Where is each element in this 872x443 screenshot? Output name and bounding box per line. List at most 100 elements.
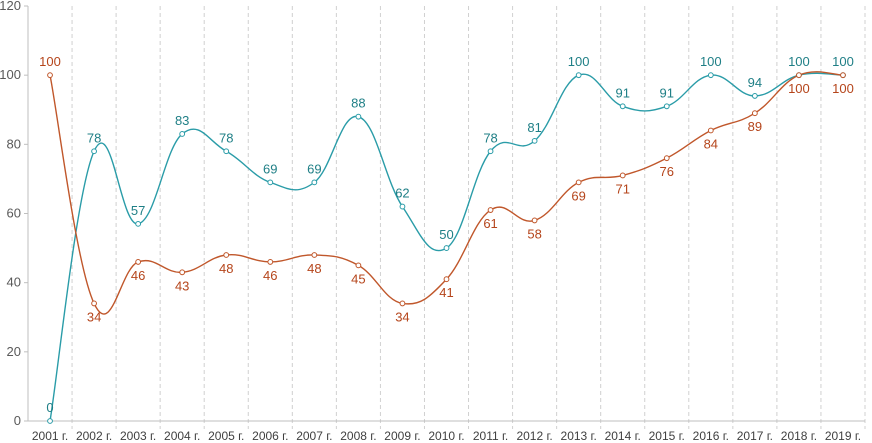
data-label: 89	[748, 119, 762, 134]
x-tick-label: 2019 г.	[825, 429, 861, 443]
x-tick-label: 2013 г.	[561, 429, 597, 443]
data-label: 48	[307, 261, 321, 276]
data-label: 69	[307, 161, 321, 176]
series-orange: 100 34 46 43 48 46 48 45 34 41 61 58 69 71 76 84 89 100 10…	[39, 54, 854, 324]
data-label: 34	[87, 309, 101, 324]
series-group: 0 78 57 83 78 69 69 88 62 50 78 81 100 91 91 100 94 100 10…	[39, 54, 854, 424]
x-tick-label: 2003 г.	[120, 429, 156, 443]
y-tick-label: 120	[0, 0, 21, 13]
data-label: 78	[87, 130, 101, 145]
data-label: 94	[748, 75, 762, 90]
data-label: 100	[568, 54, 590, 69]
data-point	[443, 245, 450, 251]
data-point	[223, 148, 230, 155]
data-label: 81	[527, 120, 541, 135]
data-point	[91, 148, 97, 155]
x-tick-label: 2006 г.	[252, 429, 288, 443]
data-point	[619, 172, 626, 179]
data-point	[619, 103, 626, 110]
data-label: 91	[615, 85, 629, 100]
data-point	[179, 131, 186, 137]
data-point	[47, 72, 53, 79]
x-tick-label: 2012 г.	[516, 429, 552, 443]
data-point	[91, 300, 97, 307]
data-label: 100	[832, 81, 854, 96]
data-point	[751, 93, 758, 99]
y-axis-ticks: 0 20 40 60 80 100 120	[0, 0, 28, 428]
data-label: 58	[527, 226, 541, 241]
x-tick-label: 2005 г.	[208, 429, 244, 443]
data-label: 91	[660, 85, 674, 100]
data-point	[311, 252, 318, 258]
x-tick-label: 2017 г.	[737, 429, 773, 443]
data-label: 76	[660, 164, 674, 179]
data-label: 69	[263, 161, 277, 176]
data-label: 84	[704, 137, 718, 152]
y-tick-label: 60	[7, 206, 21, 221]
data-label: 100	[788, 54, 810, 69]
data-label: 83	[175, 113, 189, 128]
data-label: 62	[395, 186, 409, 201]
data-label: 50	[439, 227, 453, 242]
x-tick-label: 2015 г.	[649, 429, 685, 443]
x-tick-label: 2008 г.	[340, 429, 376, 443]
data-point	[663, 155, 670, 162]
x-axis-ticks: 2001 г. 2002 г. 2003 г. 2004 г. 2005 г. 2006 …	[32, 429, 861, 443]
data-point	[796, 72, 802, 79]
x-tick-label: 2018 г.	[781, 429, 817, 443]
data-label: 100	[832, 54, 854, 69]
data-label: 88	[351, 96, 365, 111]
data-label: 41	[439, 285, 453, 300]
data-point	[311, 179, 318, 186]
x-tick-label: 2004 г.	[164, 429, 200, 443]
data-point	[840, 72, 846, 79]
data-label: 43	[175, 278, 189, 293]
data-point	[531, 217, 538, 224]
data-point	[399, 300, 406, 307]
data-label: 78	[483, 130, 497, 145]
x-tick-label: 2009 г.	[384, 429, 420, 443]
x-tick-label: 2007 г.	[296, 429, 332, 443]
data-label: 34	[395, 309, 409, 324]
data-point	[47, 418, 53, 424]
data-label: 71	[615, 181, 629, 196]
data-point	[135, 259, 142, 265]
grid-lines	[71, 6, 866, 429]
y-tick-label: 20	[7, 344, 21, 359]
data-point	[267, 179, 274, 186]
data-label: 48	[219, 261, 233, 276]
data-label: 100	[39, 54, 61, 69]
data-label: 57	[131, 203, 145, 218]
data-point	[179, 269, 186, 276]
data-label: 0	[46, 400, 53, 415]
y-tick-label: 100	[0, 67, 21, 82]
data-point	[487, 148, 494, 155]
data-point	[399, 203, 406, 210]
data-label: 46	[131, 268, 145, 283]
x-tick-label: 2011 г.	[473, 429, 508, 443]
x-tick-label: 2014 г.	[605, 429, 641, 443]
data-label: 61	[483, 216, 497, 231]
y-tick-label: 80	[7, 136, 21, 151]
data-point	[135, 220, 142, 227]
x-tick-label: 2016 г.	[693, 429, 729, 443]
data-label: 100	[700, 54, 722, 69]
x-tick-label: 2002 г.	[76, 429, 112, 443]
data-point	[531, 137, 538, 144]
data-point	[575, 72, 582, 79]
data-point	[663, 103, 670, 110]
data-point	[575, 179, 582, 186]
data-point	[267, 259, 274, 265]
y-tick-label: 0	[14, 413, 21, 428]
data-label: 100	[788, 81, 810, 96]
data-point	[487, 207, 494, 213]
axes	[27, 6, 865, 422]
data-label: 78	[219, 130, 233, 145]
data-label: 69	[571, 188, 585, 203]
data-point	[355, 262, 362, 269]
data-point	[443, 276, 450, 283]
data-label: 46	[263, 268, 277, 283]
y-tick-label: 40	[7, 275, 21, 290]
data-point	[707, 72, 714, 79]
